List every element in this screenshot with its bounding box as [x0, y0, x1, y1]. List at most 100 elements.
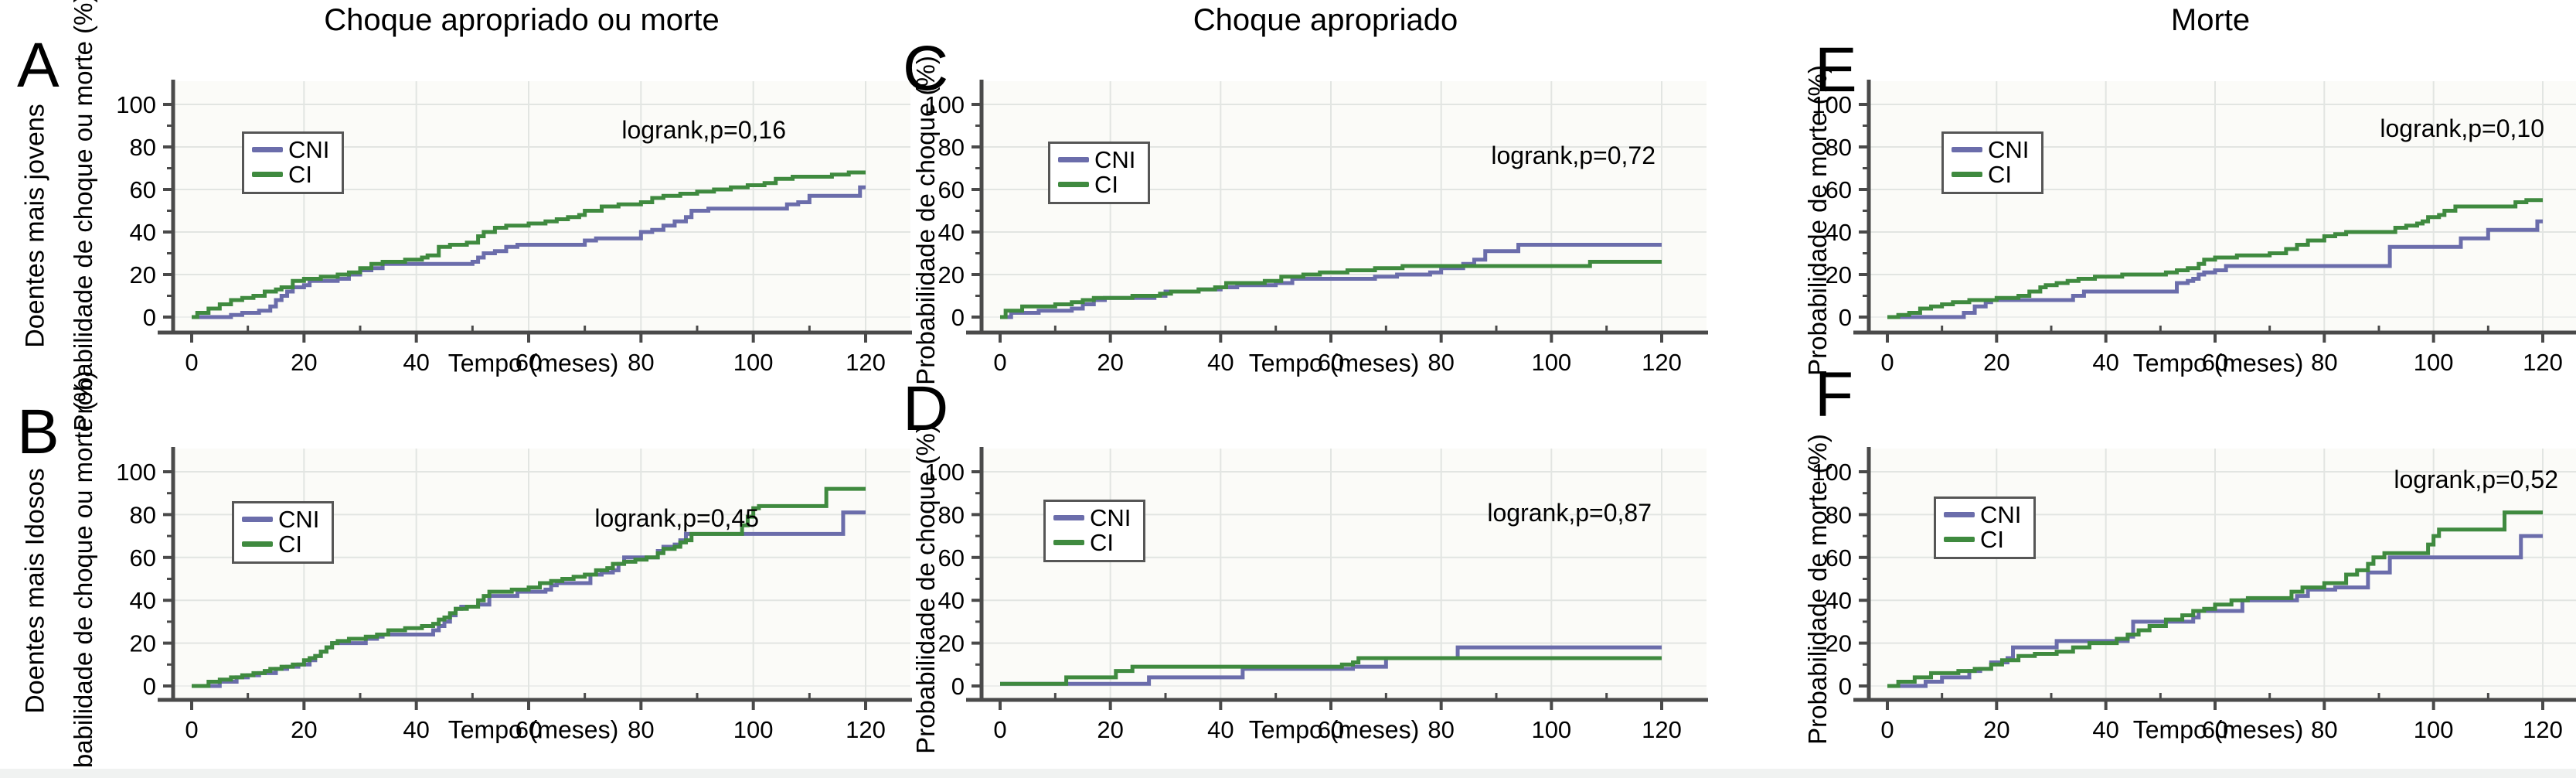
svg-text:120: 120 [2523, 716, 2563, 743]
svg-text:20: 20 [1097, 349, 1123, 376]
svg-text:20: 20 [291, 349, 317, 376]
legend-row-cni: CNI [1944, 503, 2021, 527]
y-axis-label-d: Probabilidade de choque (%) [911, 425, 940, 754]
legend-e: CNI CI [1941, 131, 2044, 195]
svg-text:40: 40 [1207, 349, 1234, 376]
cni-line-swatch [1952, 147, 1982, 153]
svg-text:60: 60 [516, 349, 542, 376]
x-axis-label-e: Tempo (meses) [2132, 349, 2304, 377]
legend-row-cni: CNI [1053, 506, 1131, 531]
svg-text:60: 60 [1318, 349, 1344, 376]
svg-text:0: 0 [993, 716, 1006, 743]
legend-label-cni: CNI [1988, 136, 2030, 163]
svg-text:0: 0 [951, 304, 965, 331]
svg-text:100: 100 [2414, 716, 2454, 743]
svg-text:0: 0 [143, 673, 156, 700]
svg-text:100: 100 [1531, 349, 1571, 376]
legend-label-cni: CNI [1090, 504, 1131, 531]
x-axis-label-c: Tempo (meses) [1248, 349, 1420, 377]
logrank-annotation-c: logrank,p=0,72 [1491, 142, 1656, 169]
logrank-annotation-b: logrank,p=0,45 [594, 504, 759, 532]
svg-text:80: 80 [130, 501, 156, 528]
logrank-annotation-e: logrank,p=0,10 [2380, 114, 2544, 142]
svg-text:120: 120 [1642, 716, 1682, 743]
panel-letter-f: F [1815, 360, 1854, 430]
svg-text:0: 0 [1839, 304, 1852, 331]
svg-text:40: 40 [2092, 349, 2118, 376]
svg-text:120: 120 [1642, 349, 1682, 376]
ci-line-swatch [1053, 539, 1084, 545]
logrank-annotation-d: logrank,p=0,87 [1487, 499, 1652, 527]
svg-text:40: 40 [1826, 219, 1852, 246]
legend-row-cni: CNI [1058, 148, 1135, 172]
svg-text:80: 80 [130, 134, 156, 161]
legend-label-ci: CI [1094, 170, 1118, 198]
column-title-choque-ou-morte: Choque apropriado ou morte [324, 3, 720, 37]
x-axis-label-a: Tempo (meses) [447, 349, 619, 377]
svg-text:80: 80 [2311, 716, 2337, 743]
svg-text:80: 80 [1428, 349, 1454, 376]
legend-row-ci: CI [242, 531, 319, 557]
logrank-annotation-a: logrank,p=0,16 [621, 116, 786, 144]
svg-text:40: 40 [130, 219, 156, 246]
cni-line-swatch [1058, 157, 1089, 163]
legend-row-cni: CNI [242, 507, 319, 532]
y-axis-label-a: Probabilidade de choque ou morte (%) [69, 0, 97, 432]
svg-text:100: 100 [1812, 459, 1852, 486]
svg-text:60: 60 [2202, 716, 2228, 743]
legend-d: CNI CI [1043, 500, 1146, 563]
svg-text:80: 80 [1428, 716, 1454, 743]
svg-text:80: 80 [1826, 501, 1852, 528]
legend-c: CNI CI [1048, 142, 1151, 205]
ci-line-swatch [1058, 181, 1089, 187]
logrank-annotation-f: logrank,p=0,52 [2394, 466, 2558, 493]
legend-row-cni: CNI [1952, 138, 2029, 162]
legend-label-cni: CNI [1980, 501, 2022, 528]
y-axis-label-f: Probabilidade de morte (%) [1803, 434, 1832, 745]
svg-text:60: 60 [1826, 544, 1852, 572]
svg-text:40: 40 [2092, 716, 2118, 743]
row-label-jovens: Doentes mais jovens [20, 104, 50, 348]
legend-f: CNI CI [1934, 496, 2037, 560]
svg-text:40: 40 [403, 349, 429, 376]
svg-text:0: 0 [185, 716, 198, 743]
legend-row-ci: CI [1053, 530, 1131, 555]
svg-text:20: 20 [938, 261, 965, 288]
svg-text:100: 100 [1812, 91, 1852, 118]
svg-text:80: 80 [628, 349, 654, 376]
column-title-morte: Morte [2170, 3, 2251, 37]
cni-line-swatch [242, 517, 273, 523]
svg-text:100: 100 [2414, 349, 2454, 376]
svg-text:80: 80 [1826, 134, 1852, 161]
legend-a: CNI CI [242, 131, 345, 195]
svg-text:100: 100 [116, 459, 156, 486]
svg-text:0: 0 [143, 304, 156, 331]
legend-row-ci: CI [1952, 162, 2029, 187]
legend-label-cni: CNI [1094, 146, 1136, 173]
scan-edge-strip [0, 769, 2576, 778]
row-label-idosos: Doentes mais Idosos [20, 468, 50, 714]
svg-text:100: 100 [116, 91, 156, 118]
svg-text:80: 80 [938, 134, 965, 161]
panel-letter-e: E [1815, 35, 1857, 105]
ci-line-swatch [1944, 536, 1975, 542]
legend-label-ci: CI [288, 160, 312, 188]
legend-row-ci: CI [1944, 527, 2021, 552]
svg-text:100: 100 [733, 349, 774, 376]
cni-line-swatch [1053, 515, 1084, 521]
ci-line-swatch [1952, 171, 1982, 177]
svg-text:0: 0 [1839, 673, 1852, 700]
svg-text:100: 100 [924, 91, 965, 118]
y-axis-label-e: Probabilidade de morte (%) [1803, 65, 1832, 376]
ci-line-swatch [252, 171, 283, 177]
svg-text:20: 20 [1826, 630, 1852, 657]
svg-text:100: 100 [1531, 716, 1571, 743]
legend-row-cni: CNI [252, 138, 329, 162]
svg-text:0: 0 [185, 349, 198, 376]
legend-label-ci: CI [1980, 525, 2004, 553]
panel-letter-a: A [17, 30, 60, 101]
panel-letter-c: C [903, 33, 949, 104]
panel-letter-d: D [903, 374, 949, 444]
y-axis-label-c: Probabilidade de choque (%) [911, 56, 940, 385]
svg-text:40: 40 [938, 587, 965, 614]
